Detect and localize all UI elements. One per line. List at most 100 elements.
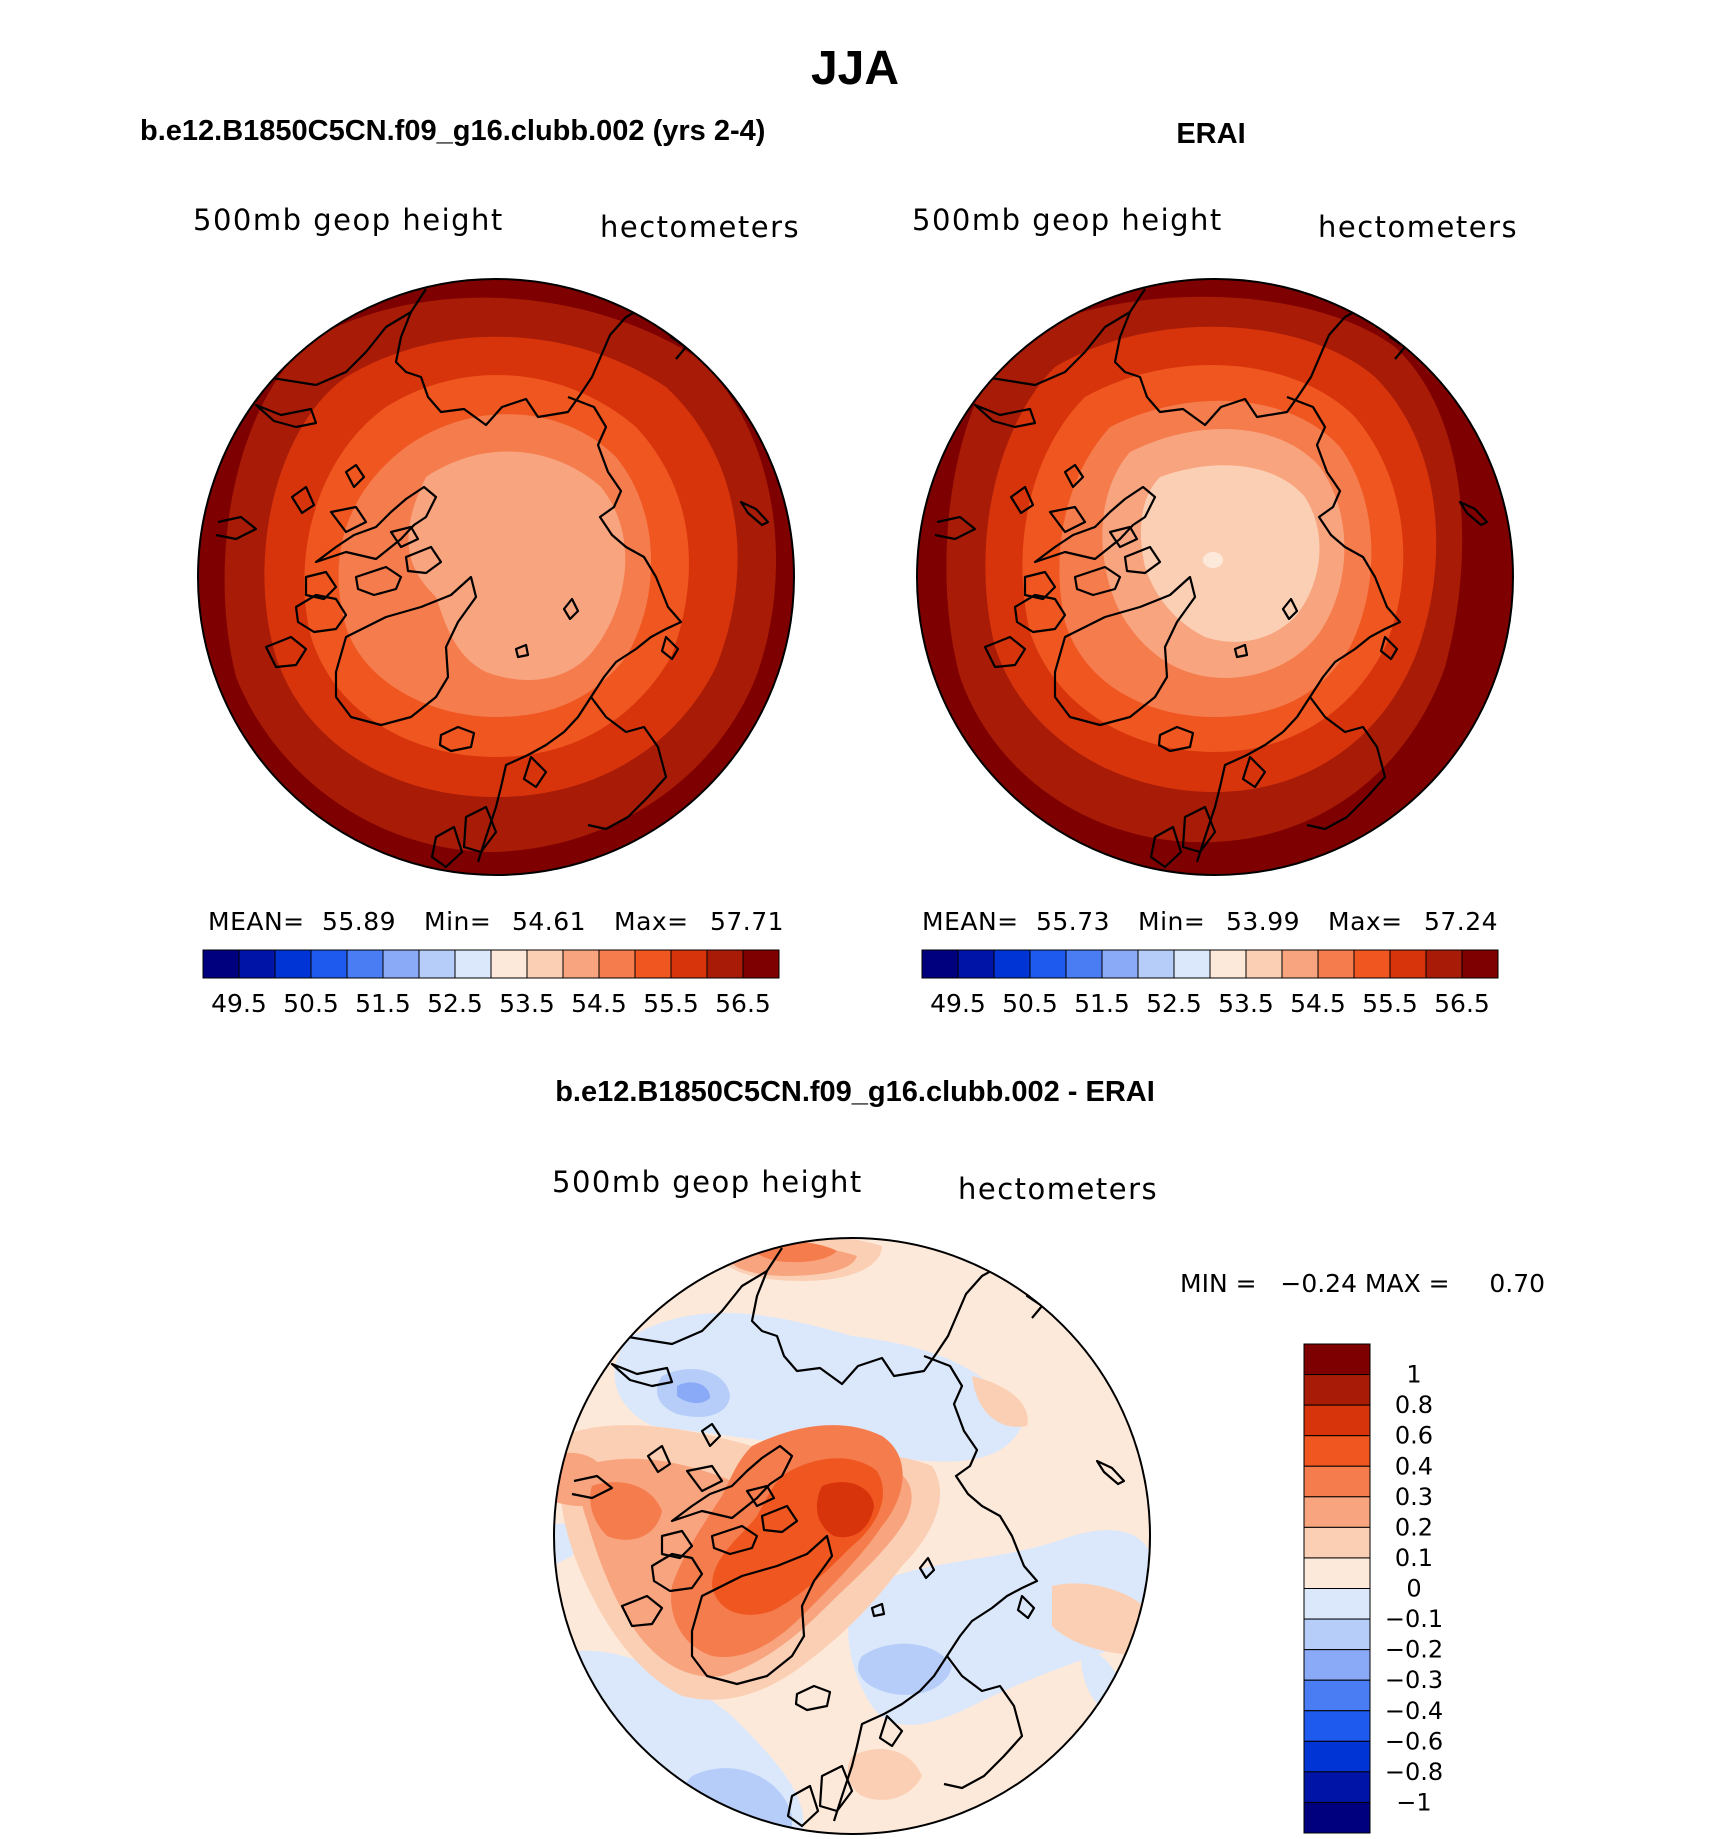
colorbar-swatch bbox=[921, 949, 959, 979]
stat-mean-value: 55.89 bbox=[322, 907, 396, 936]
colorbar-erai: 49.5 50.5 51.5 52.5 53.5 54.5 55.5 56.5 bbox=[921, 949, 1499, 1018]
colorbar-swatch bbox=[706, 949, 744, 979]
colorbar-tick-label: 56.5 bbox=[715, 989, 771, 1018]
stat-min-value: 53.99 bbox=[1226, 907, 1300, 936]
colorbar-swatch bbox=[1303, 1374, 1371, 1406]
colorbar-tick-label: 51.5 bbox=[355, 989, 411, 1018]
stat-max-value: 57.71 bbox=[710, 907, 784, 936]
colorbar-tick-label: 49.5 bbox=[930, 989, 986, 1018]
colorbar-swatch bbox=[1137, 949, 1175, 979]
stat-min-label: Min= bbox=[1138, 907, 1205, 936]
colorbar-swatch bbox=[1303, 1526, 1371, 1559]
colorbar-tick-label: 49.5 bbox=[211, 989, 267, 1018]
colorbar-tick-label: 0.6 bbox=[1395, 1422, 1433, 1450]
colorbar-tick-label: 0.1 bbox=[1395, 1544, 1433, 1572]
colorbar-swatch bbox=[346, 949, 384, 979]
colorbar-tick-label: 52.5 bbox=[427, 989, 483, 1018]
colorbar-swatch bbox=[274, 949, 312, 979]
colorbar-swatch bbox=[1303, 1557, 1371, 1589]
colorbar-swatch bbox=[634, 949, 672, 979]
colorbar-model: 49.5 50.5 51.5 52.5 53.5 54.5 55.5 56.5 bbox=[202, 949, 780, 1018]
colorbar-swatch bbox=[1317, 949, 1355, 979]
colorbar-swatch bbox=[598, 949, 636, 979]
panel-model-variable-label: 500mb geop height bbox=[193, 203, 504, 237]
colorbar-tick-label: 54.5 bbox=[1290, 989, 1346, 1018]
panel-difference-variable-label: 500mb geop height bbox=[552, 1165, 863, 1199]
colorbar-swatch bbox=[670, 949, 708, 979]
colorbar-tick-label: 52.5 bbox=[1146, 989, 1202, 1018]
panel-erai: ERAI 500mb geop height hectometers MEAN=… bbox=[912, 118, 1518, 1018]
colorbar-swatch bbox=[1173, 949, 1211, 979]
panel-erai-title: ERAI bbox=[1176, 118, 1245, 150]
colorbar-tick-label: 0.8 bbox=[1395, 1391, 1433, 1419]
colorbar-swatch bbox=[1303, 1649, 1371, 1681]
stat-min-label: Min= bbox=[424, 907, 491, 936]
colorbar-swatch bbox=[742, 949, 780, 979]
colorbar-swatch bbox=[1065, 949, 1103, 979]
colorbar-swatch bbox=[202, 949, 240, 979]
colorbar-tick-label: −0.8 bbox=[1385, 1758, 1443, 1786]
stat-max-label: Max= bbox=[1328, 907, 1403, 936]
stat-mean-label: MEAN= bbox=[208, 907, 305, 936]
panel-model: b.e12.B1850C5CN.f09_g16.clubb.002 (yrs 2… bbox=[140, 115, 800, 1018]
colorbar-tick-label: −0.1 bbox=[1385, 1605, 1443, 1633]
stat-max-value: 57.24 bbox=[1424, 907, 1498, 936]
panel-difference-units-label: hectometers bbox=[958, 1172, 1158, 1206]
colorbar-tick-label: 53.5 bbox=[1218, 989, 1274, 1018]
colorbar-tick-label: 0.3 bbox=[1395, 1483, 1433, 1511]
colorbar-swatch bbox=[1245, 949, 1283, 979]
colorbar-swatch bbox=[957, 949, 995, 979]
colorbar-swatch bbox=[418, 949, 456, 979]
colorbar-swatch bbox=[1303, 1343, 1371, 1376]
colorbar-swatch bbox=[526, 949, 564, 979]
colorbar-swatch bbox=[1461, 949, 1499, 979]
panel-erai-stats: MEAN= 55.73 Min= 53.99 Max= 57.24 bbox=[922, 907, 1498, 936]
colorbar-swatch bbox=[1303, 1465, 1371, 1498]
colorbar-tick-label: 55.5 bbox=[1362, 989, 1418, 1018]
colorbar-tick-label: 0.2 bbox=[1395, 1513, 1433, 1541]
stat-mean-label: MEAN= bbox=[922, 907, 1019, 936]
polar-map-model bbox=[197, 278, 795, 876]
polar-map-erai bbox=[916, 278, 1514, 876]
colorbar-tick-label: 56.5 bbox=[1434, 989, 1490, 1018]
colorbar-tick-label: 0 bbox=[1406, 1575, 1421, 1603]
colorbar-tick-label: 0.4 bbox=[1395, 1452, 1433, 1480]
colorbar-swatch bbox=[1303, 1740, 1371, 1773]
colorbar-swatch bbox=[238, 949, 276, 979]
panel-erai-units-label: hectometers bbox=[1318, 210, 1518, 244]
colorbar-swatch bbox=[1353, 949, 1391, 979]
panel-model-units-label: hectometers bbox=[600, 210, 800, 244]
colorbar-tick-label: 54.5 bbox=[571, 989, 627, 1018]
colorbar-swatch bbox=[1303, 1404, 1371, 1437]
figure-title: JJA bbox=[811, 42, 899, 95]
colorbar-swatch bbox=[1303, 1679, 1371, 1712]
colorbar-tick-label: 51.5 bbox=[1074, 989, 1130, 1018]
colorbar-tick-label: −0.6 bbox=[1385, 1727, 1443, 1755]
colorbar-tick-label: 50.5 bbox=[1002, 989, 1058, 1018]
colorbar-swatch bbox=[1209, 949, 1247, 979]
colorbar-difference: 10.8 0.60.4 0.30.2 0.1 0−0.1 −0.2−0.3 −0.4−0.6… bbox=[1303, 1343, 1443, 1834]
stat-mean-value: 55.73 bbox=[1036, 907, 1110, 936]
panel-model-title: b.e12.B1850C5CN.f09_g16.clubb.002 (yrs 2… bbox=[140, 115, 765, 147]
colorbar-swatch bbox=[1389, 949, 1427, 979]
colorbar-tick-label: 1 bbox=[1406, 1361, 1421, 1389]
colorbar-tick-label: 50.5 bbox=[283, 989, 339, 1018]
colorbar-swatch bbox=[1303, 1771, 1371, 1803]
colorbar-swatch bbox=[382, 949, 420, 979]
colorbar-swatch bbox=[1303, 1618, 1371, 1651]
colorbar-tick-label: −0.2 bbox=[1385, 1636, 1443, 1664]
colorbar-swatch bbox=[1303, 1435, 1371, 1467]
stat-min-value: 54.61 bbox=[512, 907, 586, 936]
panel-erai-variable-label: 500mb geop height bbox=[912, 203, 1223, 237]
panel-difference-minmax: MIN = −0.24 MAX = 0.70 bbox=[1180, 1269, 1545, 1298]
colorbar-swatch bbox=[1029, 949, 1067, 979]
colorbar-swatch bbox=[1303, 1588, 1371, 1620]
polar-map-difference bbox=[553, 1237, 1151, 1835]
colorbar-swatch bbox=[993, 949, 1031, 979]
colorbar-swatch bbox=[454, 949, 492, 979]
panel-model-stats: MEAN= 55.89 Min= 54.61 Max= 57.71 bbox=[208, 907, 784, 936]
colorbar-tick-label: −0.4 bbox=[1385, 1697, 1443, 1725]
colorbar-swatch bbox=[1281, 949, 1319, 979]
colorbar-swatch bbox=[1303, 1710, 1371, 1742]
